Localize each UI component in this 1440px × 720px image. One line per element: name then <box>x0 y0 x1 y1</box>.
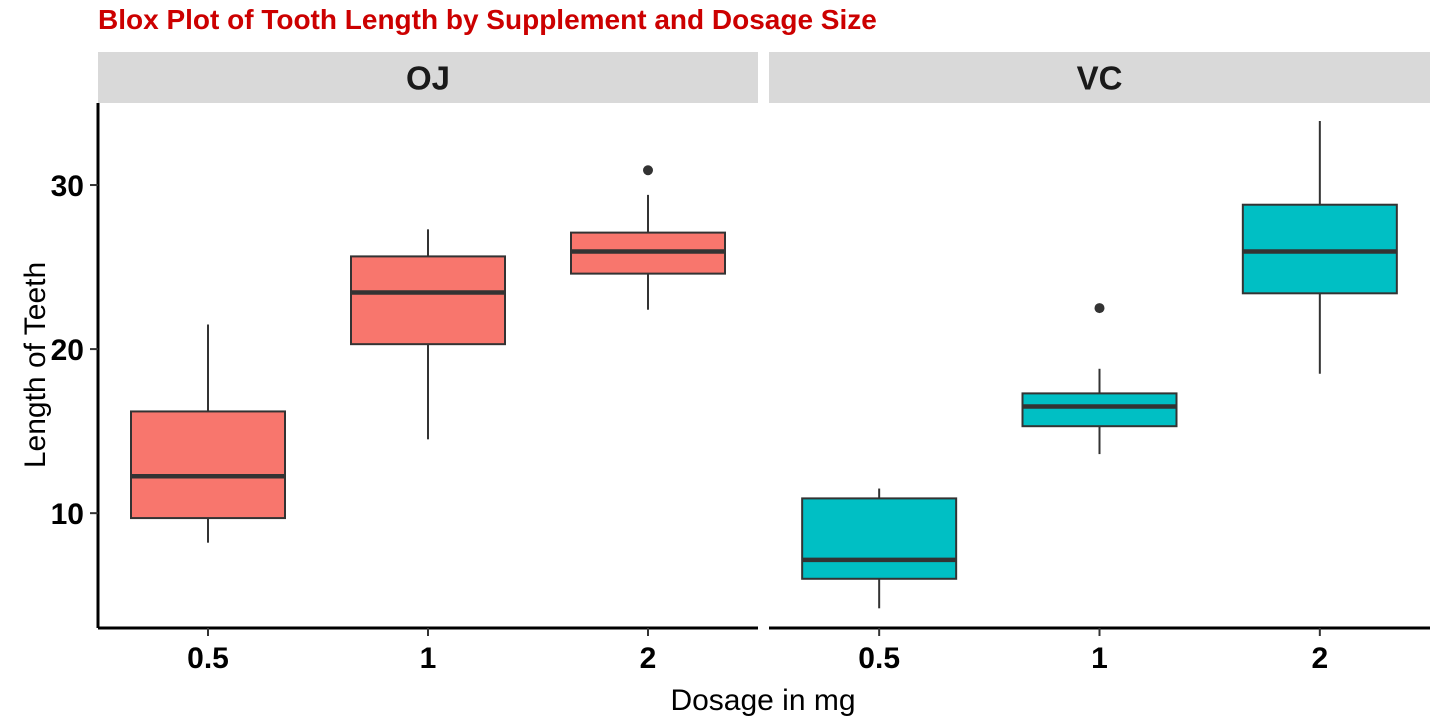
facet-strip-label: OJ <box>406 60 450 97</box>
x-tick-label: 1 <box>420 642 437 675</box>
x-tick-label: 1 <box>1091 642 1108 675</box>
y-tick-label: 30 <box>51 170 84 203</box>
x-tick-label: 0.5 <box>858 642 900 675</box>
facet-strip-label: VC <box>1077 60 1123 97</box>
y-axis-label: Length of Teeth <box>19 261 52 469</box>
facet-panel-vc: VC 0.5 1 2 <box>769 52 1430 675</box>
box-oj-2 <box>570 165 726 310</box>
x-tick-label: 2 <box>1311 642 1328 675</box>
box-oj-1 <box>350 229 506 440</box>
x-axis-label: Dosage in mg <box>670 684 856 717</box>
y-tick-label: 20 <box>51 334 84 367</box>
box-iqr <box>1021 392 1178 428</box>
box-iqr <box>801 497 958 580</box>
box-iqr <box>350 255 506 346</box>
x-tick-label: 0.5 <box>187 642 229 675</box>
chart-title: Blox Plot of Tooth Length by Supplement … <box>98 4 877 35</box>
facet-strip <box>769 52 1430 103</box>
outlier-point <box>1094 303 1105 314</box>
facet-panel-oj: OJ 0.5 1 2 <box>98 52 758 675</box>
box-oj-0.5 <box>130 324 286 543</box>
box-vc-1 <box>1021 303 1178 455</box>
box-iqr <box>130 410 286 520</box>
outlier-point <box>643 165 653 176</box>
box-iqr <box>1241 203 1398 295</box>
y-tick-label: 10 <box>51 498 84 531</box>
box-vc-0.5 <box>801 488 958 609</box>
box-vc-2 <box>1241 121 1398 374</box>
x-tick-label: 2 <box>640 642 657 675</box>
facet-strip <box>98 52 758 103</box>
